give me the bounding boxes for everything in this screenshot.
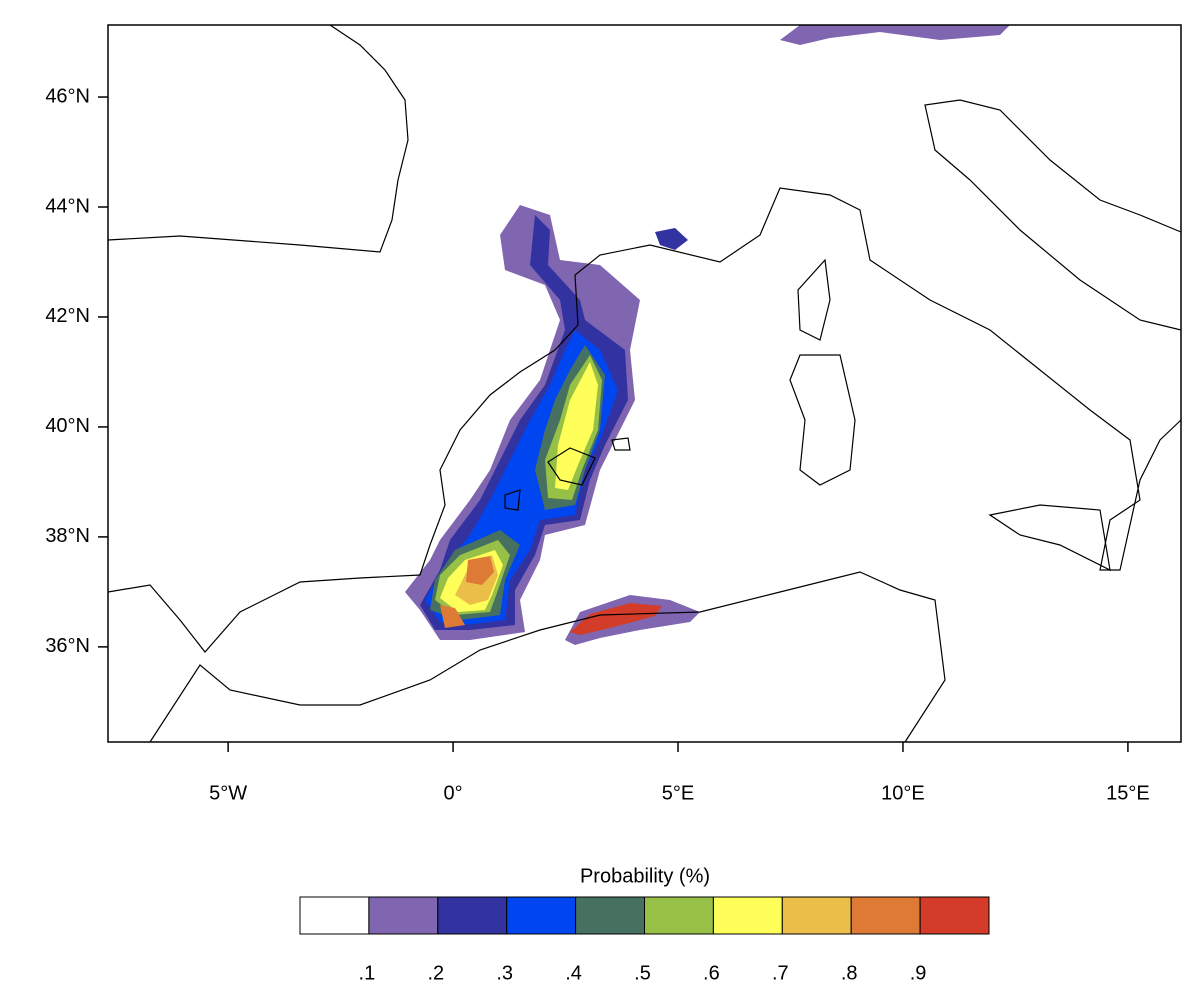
menorca xyxy=(611,437,631,451)
contour-0.5 xyxy=(435,355,602,615)
colorbar-title: Probability (%) xyxy=(580,865,710,887)
contour-south-inner xyxy=(570,603,662,635)
contour-north xyxy=(780,25,1010,45)
colorbar-box xyxy=(368,896,439,935)
y-tick-label: 40°N xyxy=(45,415,90,437)
colorbar-label: .8 xyxy=(841,962,858,984)
contour-small xyxy=(655,228,688,250)
colorbar-label: .4 xyxy=(565,962,582,984)
colorbar-label: .3 xyxy=(496,962,513,984)
sardinia xyxy=(789,354,856,486)
y-tick-label: 46°N xyxy=(45,85,90,107)
colorbar-box xyxy=(299,896,370,935)
x-tick-label: 5°W xyxy=(209,782,247,804)
x-tick-label: 0° xyxy=(444,782,463,804)
colorbar-box xyxy=(712,896,783,935)
colorbar-label: .2 xyxy=(427,962,444,984)
colorbar-label: .9 xyxy=(910,962,927,984)
colorbar-box xyxy=(575,896,645,935)
y-tick-label: 38°N xyxy=(45,525,90,547)
colorbar-label: .1 xyxy=(359,962,376,984)
colorbar-label: .5 xyxy=(634,962,651,984)
contour-0.8 xyxy=(440,556,494,628)
colorbar-box xyxy=(850,896,921,935)
colorbar-box xyxy=(781,896,852,935)
coast-africa xyxy=(149,571,946,743)
contours xyxy=(405,25,1010,645)
corsica xyxy=(797,258,831,341)
sicily xyxy=(988,504,1111,572)
ibiza xyxy=(504,489,521,511)
x-tick-label: 5°E xyxy=(662,782,694,804)
mallorca xyxy=(547,447,596,486)
coast-atlantic xyxy=(107,24,409,253)
y-tick-label: 44°N xyxy=(45,195,90,217)
colorbar-box xyxy=(644,896,714,935)
x-tick-label: 10°E xyxy=(881,782,925,804)
contour-0.2 xyxy=(420,215,628,630)
colorbar-box xyxy=(506,896,577,935)
coast-adriatic xyxy=(924,99,1182,331)
colorbar-label: .6 xyxy=(703,962,720,984)
coast-iberia xyxy=(107,324,579,653)
colorbar-box xyxy=(437,896,508,935)
contour-0.6 xyxy=(440,362,598,612)
colorbar-box xyxy=(919,896,990,935)
x-tick-label: 15°E xyxy=(1106,782,1150,804)
colorbar-label: .7 xyxy=(772,962,789,984)
y-tick-label: 36°N xyxy=(45,635,90,657)
y-tick-label: 42°N xyxy=(45,305,90,327)
coastlines xyxy=(107,24,1182,743)
map-frame xyxy=(107,24,1182,743)
